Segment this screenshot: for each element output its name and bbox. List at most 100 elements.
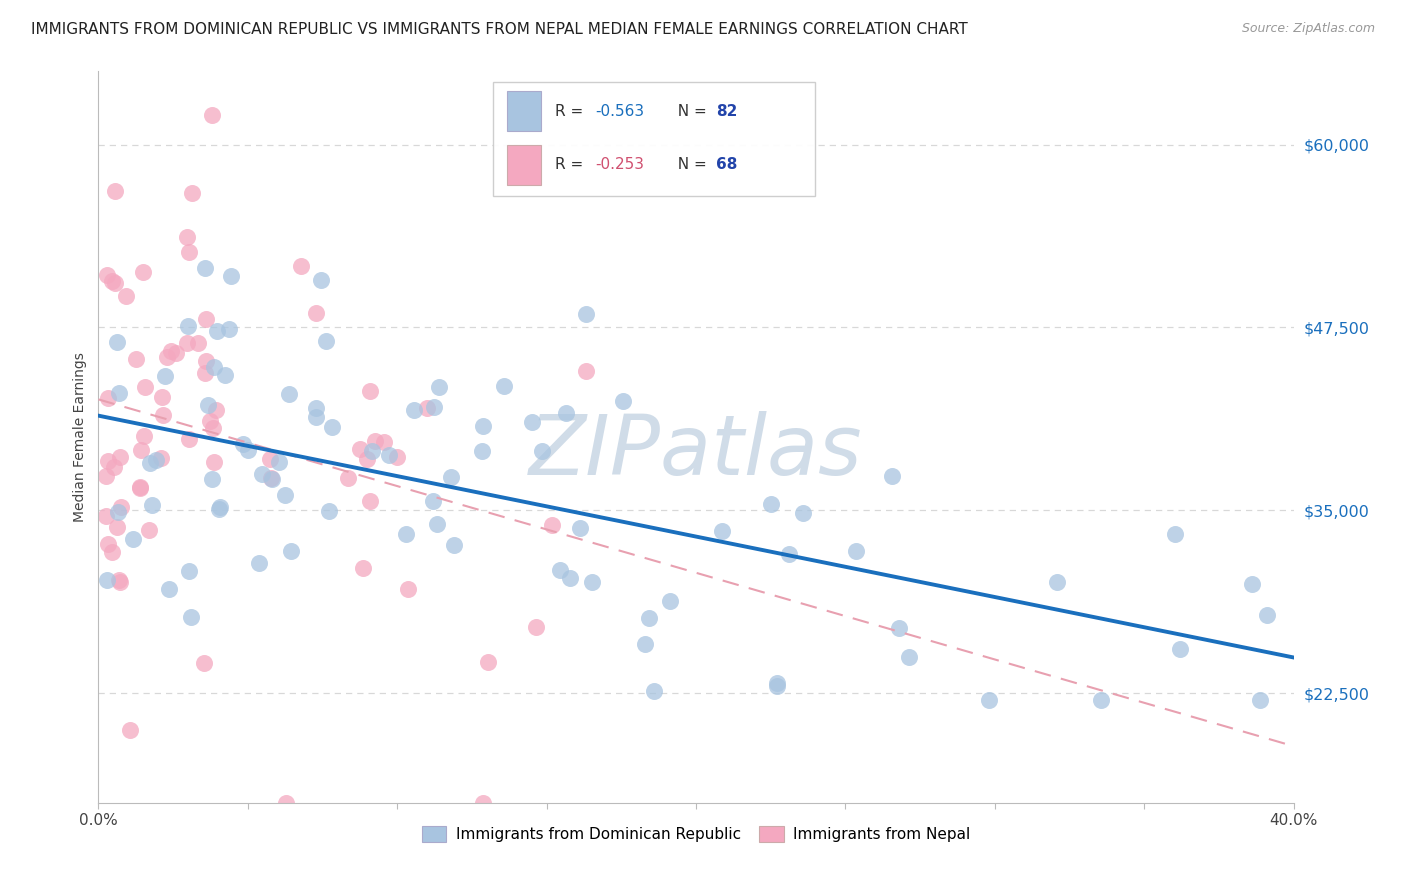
- Point: [105, 520, 128, 534]
- Point: [259, 451, 281, 466]
- Point: [494, 379, 516, 393]
- Point: [96, 391, 118, 405]
- Point: [305, 401, 328, 415]
- Point: [422, 401, 444, 415]
- Point: [194, 312, 217, 326]
- Point: [1164, 526, 1187, 541]
- Point: [471, 444, 494, 458]
- Text: Source: ZipAtlas.com: Source: ZipAtlas.com: [1241, 22, 1375, 36]
- Point: [643, 684, 665, 698]
- Point: [568, 521, 591, 535]
- Point: [575, 307, 598, 321]
- Point: [554, 406, 576, 420]
- Point: [96, 268, 118, 282]
- Point: [195, 354, 218, 368]
- Point: [97, 537, 120, 551]
- Point: [540, 517, 562, 532]
- Point: [560, 571, 582, 585]
- Point: [176, 229, 198, 244]
- Point: [352, 561, 374, 575]
- Point: [349, 442, 371, 456]
- Point: [104, 184, 127, 198]
- Point: [198, 414, 221, 428]
- Point: [1090, 693, 1112, 707]
- Point: [197, 398, 219, 412]
- Text: ZIPatlas: ZIPatlas: [529, 411, 863, 492]
- Point: [128, 480, 150, 494]
- Point: [792, 506, 814, 520]
- Point: [149, 450, 172, 465]
- Point: [180, 610, 202, 624]
- Point: [440, 470, 463, 484]
- Point: [141, 498, 163, 512]
- Point: [385, 450, 408, 464]
- Point: [318, 504, 340, 518]
- Point: [766, 675, 789, 690]
- Point: [274, 488, 297, 502]
- Text: R =: R =: [555, 157, 588, 172]
- Point: [181, 186, 204, 200]
- Text: -0.563: -0.563: [596, 103, 645, 119]
- Point: [101, 274, 124, 288]
- Point: [139, 456, 162, 470]
- Point: [1168, 642, 1191, 657]
- Point: [238, 443, 260, 458]
- Point: [101, 544, 124, 558]
- Point: [202, 455, 225, 469]
- Point: [336, 471, 359, 485]
- Point: [202, 359, 225, 374]
- Text: N =: N =: [668, 103, 711, 119]
- Point: [278, 387, 301, 401]
- Point: [356, 452, 378, 467]
- Point: [128, 481, 150, 495]
- Point: [280, 543, 302, 558]
- Point: [208, 501, 231, 516]
- Point: [612, 394, 634, 409]
- Point: [581, 575, 603, 590]
- Point: [207, 324, 229, 338]
- Point: [889, 621, 911, 635]
- Point: [201, 108, 224, 122]
- Point: [115, 289, 138, 303]
- FancyBboxPatch shape: [494, 82, 815, 195]
- Point: [118, 723, 141, 737]
- Text: R =: R =: [555, 103, 588, 119]
- Point: [359, 494, 381, 508]
- Point: [177, 318, 200, 333]
- Point: [443, 538, 465, 552]
- Text: IMMIGRANTS FROM DOMINICAN REPUBLIC VS IMMIGRANTS FROM NEPAL MEDIAN FEMALE EARNIN: IMMIGRANTS FROM DOMINICAN REPUBLIC VS IM…: [31, 22, 967, 37]
- Point: [104, 276, 127, 290]
- Point: [219, 268, 242, 283]
- Point: [250, 467, 273, 482]
- Point: [531, 443, 554, 458]
- Point: [360, 443, 382, 458]
- Point: [232, 437, 254, 451]
- Point: [165, 346, 187, 360]
- Point: [427, 380, 450, 394]
- Point: [202, 420, 225, 434]
- Point: [138, 524, 160, 538]
- Text: 68: 68: [716, 157, 738, 172]
- Point: [247, 556, 270, 570]
- Point: [363, 434, 385, 448]
- Point: [766, 679, 789, 693]
- Point: [524, 619, 547, 633]
- Text: 82: 82: [716, 103, 738, 119]
- Point: [548, 563, 571, 577]
- Point: [471, 796, 494, 810]
- Point: [633, 637, 655, 651]
- Point: [193, 657, 215, 671]
- Point: [260, 471, 283, 485]
- Point: [121, 532, 143, 546]
- Point: [103, 459, 125, 474]
- Point: [152, 408, 174, 422]
- FancyBboxPatch shape: [508, 91, 541, 131]
- Point: [134, 380, 156, 394]
- Point: [711, 524, 734, 538]
- Point: [205, 403, 228, 417]
- Text: -0.253: -0.253: [596, 157, 644, 172]
- Point: [96, 454, 118, 468]
- Point: [422, 494, 444, 508]
- Y-axis label: Median Female Earnings: Median Female Earnings: [73, 352, 87, 522]
- Point: [845, 544, 868, 558]
